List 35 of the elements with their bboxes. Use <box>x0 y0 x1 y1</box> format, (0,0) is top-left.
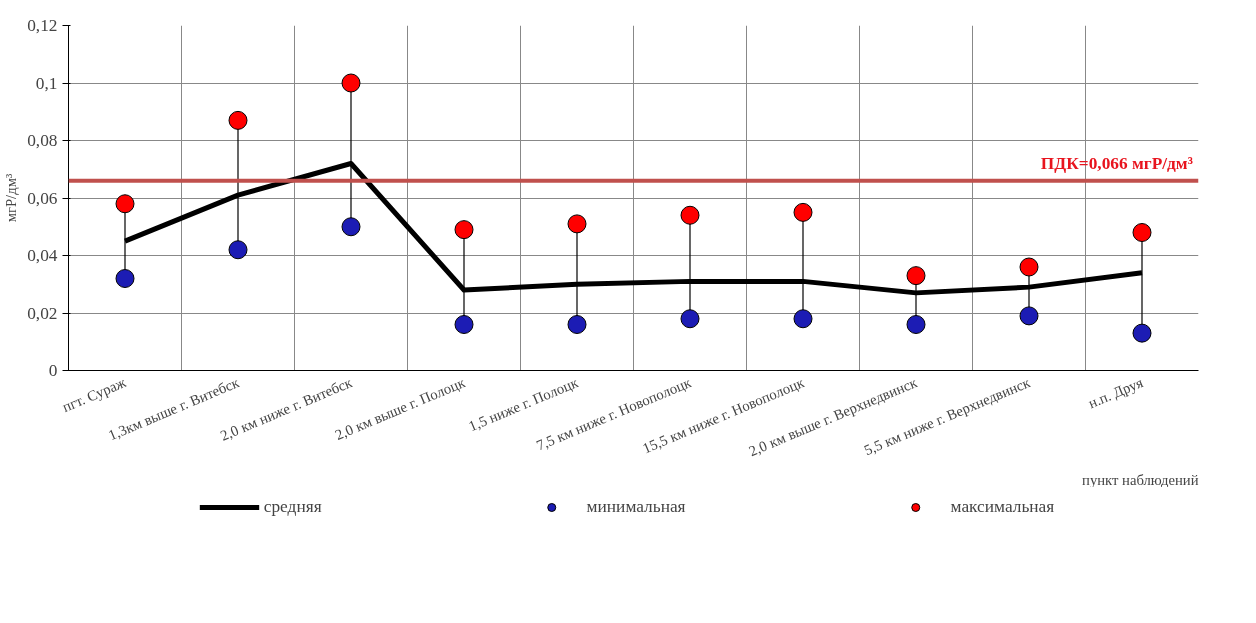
point <box>567 214 587 234</box>
point <box>115 194 135 214</box>
legend-label: минимальная <box>586 497 686 517</box>
point <box>228 240 248 260</box>
point <box>567 315 587 334</box>
point <box>341 73 361 93</box>
legend-label: максимальная <box>950 497 1055 517</box>
point <box>680 309 700 329</box>
point <box>1132 323 1152 343</box>
point <box>793 202 813 222</box>
x-axis-title: пункт наблюдений <box>1082 471 1199 488</box>
point <box>906 315 926 334</box>
ref-line-label: ПДК=0,066 мгР/дм³ <box>1040 153 1193 173</box>
x-tick-label: н.п. Друя <box>1085 374 1146 412</box>
y-tick-label: 0,08 <box>27 131 58 150</box>
point <box>341 217 361 237</box>
point <box>228 110 248 130</box>
point <box>680 205 700 225</box>
point <box>1019 306 1039 326</box>
point <box>906 266 926 286</box>
point <box>1019 257 1039 277</box>
y-axis-title: мгР/дм³ <box>3 173 20 223</box>
point <box>454 220 474 240</box>
x-tick-label: пгт. Сураж <box>60 373 129 416</box>
y-tick-label: 0,04 <box>27 246 58 265</box>
point <box>454 315 474 334</box>
point <box>793 309 813 329</box>
point <box>115 269 135 288</box>
y-tick-label: 0 <box>48 361 58 380</box>
y-tick-label: 0,1 <box>35 73 58 93</box>
y-tick-label: 0,06 <box>27 188 58 208</box>
point <box>1132 223 1152 242</box>
y-tick-label: 0,12 <box>27 16 58 35</box>
y-tick-label: 0,02 <box>27 303 58 323</box>
legend-label: средняя <box>263 497 322 517</box>
